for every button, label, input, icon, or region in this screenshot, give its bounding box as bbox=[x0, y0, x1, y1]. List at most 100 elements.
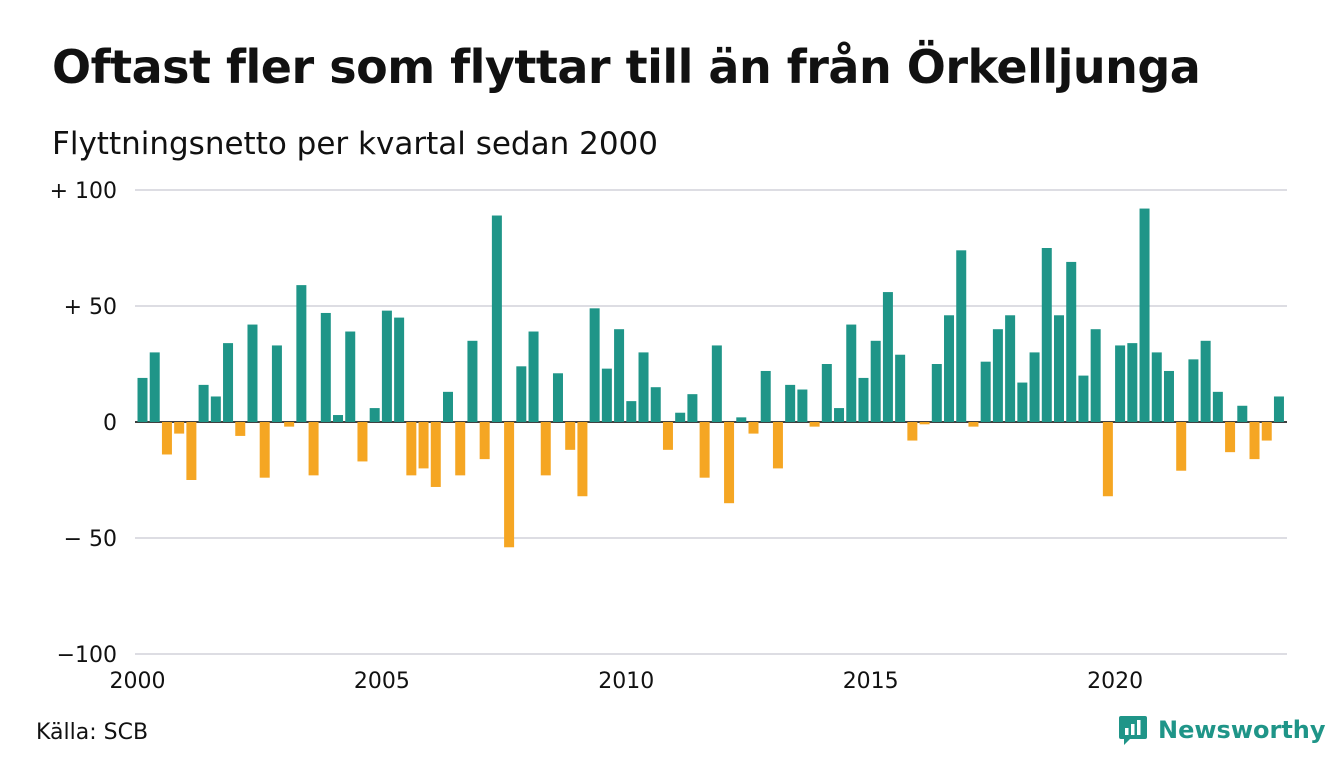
bar bbox=[394, 317, 405, 422]
bar bbox=[516, 366, 527, 422]
bar bbox=[614, 329, 625, 422]
bar bbox=[430, 422, 441, 487]
bar bbox=[736, 417, 747, 422]
bar bbox=[662, 422, 673, 450]
bar bbox=[846, 324, 857, 422]
bar bbox=[504, 422, 515, 548]
y-tick-label: 0 bbox=[103, 411, 117, 436]
bar bbox=[675, 412, 686, 422]
source-label: Källa: SCB bbox=[36, 720, 149, 745]
bar bbox=[968, 422, 979, 427]
bar bbox=[565, 422, 576, 450]
bar bbox=[956, 250, 967, 422]
x-tick-label: 2010 bbox=[598, 669, 654, 694]
bar bbox=[724, 422, 735, 504]
bar bbox=[1273, 396, 1284, 422]
bar bbox=[589, 308, 600, 422]
bar bbox=[333, 415, 344, 422]
bar bbox=[259, 422, 270, 478]
y-tick-label: + 100 bbox=[50, 179, 117, 204]
bar bbox=[271, 345, 282, 422]
newsworthy-logo-icon bbox=[1118, 714, 1148, 746]
bar bbox=[907, 422, 918, 441]
bar bbox=[1261, 422, 1272, 441]
bar bbox=[1163, 370, 1174, 422]
bar bbox=[785, 384, 796, 422]
bar bbox=[1005, 315, 1016, 422]
bar bbox=[1225, 422, 1236, 453]
bar bbox=[443, 391, 453, 422]
bar bbox=[308, 422, 319, 476]
bar bbox=[1017, 382, 1028, 422]
y-tick-label: − 50 bbox=[64, 527, 117, 552]
bar bbox=[1078, 375, 1089, 422]
brand-name: Newsworthy bbox=[1158, 716, 1326, 744]
bar bbox=[1127, 343, 1138, 422]
x-axis-ticks: 2000 2005 2010 2015 2020 bbox=[110, 669, 1144, 694]
bar bbox=[1102, 422, 1113, 497]
bar bbox=[980, 361, 991, 422]
bar bbox=[1200, 340, 1211, 422]
chart-title: Oftast fler som flyttar till än från Örk… bbox=[52, 40, 1201, 94]
bar bbox=[919, 422, 930, 425]
x-tick-label: 2015 bbox=[843, 669, 899, 694]
bar bbox=[711, 345, 722, 422]
bar bbox=[1090, 329, 1101, 422]
bar bbox=[858, 377, 869, 422]
bar bbox=[1176, 422, 1187, 471]
bar bbox=[528, 331, 539, 422]
chart-subtitle: Flyttningsnetto per kvartal sedan 2000 bbox=[52, 126, 658, 162]
bar bbox=[1054, 315, 1064, 422]
bar bbox=[772, 422, 783, 469]
bar bbox=[748, 422, 759, 434]
bar bbox=[797, 389, 808, 422]
bar bbox=[467, 340, 478, 422]
x-tick-label: 2020 bbox=[1087, 669, 1143, 694]
bar bbox=[552, 373, 563, 422]
bar bbox=[870, 340, 881, 422]
bar bbox=[198, 384, 209, 422]
bar bbox=[174, 422, 185, 434]
bar bbox=[760, 370, 771, 422]
bar bbox=[895, 354, 906, 422]
bar bbox=[601, 368, 612, 422]
bar bbox=[540, 422, 551, 476]
bars bbox=[137, 208, 1284, 548]
bar bbox=[455, 422, 466, 476]
bar bbox=[1212, 391, 1223, 422]
bar bbox=[1115, 345, 1126, 422]
bar bbox=[418, 422, 429, 469]
bar bbox=[1249, 422, 1260, 460]
bar bbox=[1151, 352, 1162, 422]
bar bbox=[320, 312, 331, 422]
bar bbox=[821, 364, 832, 422]
bar bbox=[210, 396, 221, 422]
bar bbox=[1237, 405, 1248, 422]
bar bbox=[809, 422, 820, 427]
bar bbox=[296, 285, 307, 422]
y-tick-label: + 50 bbox=[64, 295, 117, 320]
bar bbox=[882, 292, 893, 422]
bar bbox=[931, 364, 942, 422]
bar bbox=[834, 408, 845, 422]
bar bbox=[650, 387, 661, 422]
bar bbox=[223, 343, 234, 422]
gridlines bbox=[135, 189, 1287, 655]
bar bbox=[381, 310, 392, 422]
bar bbox=[699, 422, 710, 478]
bar bbox=[626, 401, 637, 422]
bar bbox=[247, 324, 258, 422]
bar bbox=[357, 422, 368, 462]
x-tick-label: 2005 bbox=[354, 669, 410, 694]
bar bbox=[161, 422, 172, 455]
bar bbox=[1139, 208, 1150, 422]
bar bbox=[1041, 248, 1052, 422]
bar bbox=[944, 315, 955, 422]
bar bbox=[345, 331, 356, 422]
bar bbox=[687, 394, 698, 422]
bar bbox=[235, 422, 246, 436]
y-tick-label: −100 bbox=[57, 643, 117, 668]
brand-logo: Newsworthy bbox=[1118, 714, 1326, 746]
bar bbox=[284, 422, 295, 427]
